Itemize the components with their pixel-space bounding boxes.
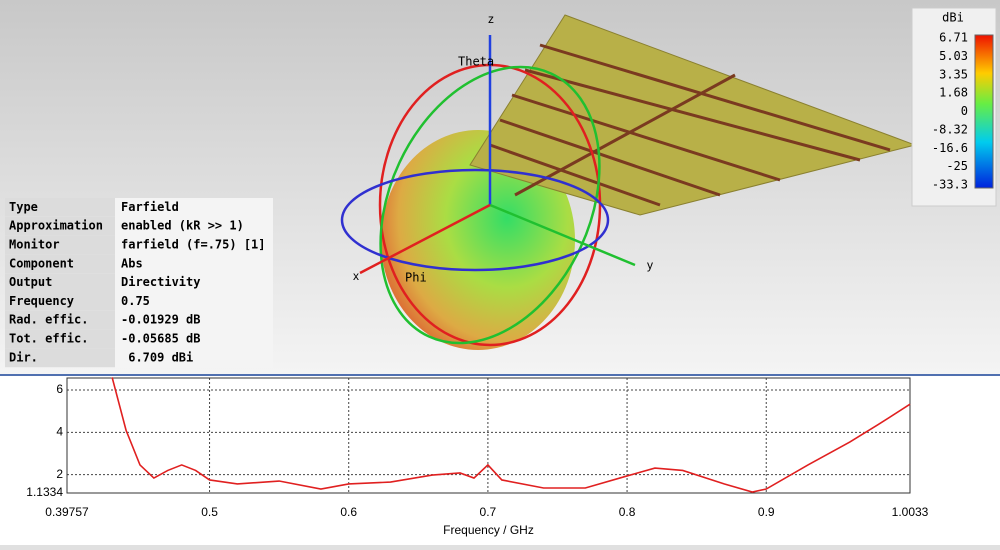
info-key-cell	[5, 310, 115, 330]
phi-label: Phi	[405, 271, 427, 285]
info-key-cell	[5, 292, 115, 311]
info-key-cell	[5, 254, 115, 274]
x-tick-label: 0.7	[480, 505, 497, 519]
plot-panel	[0, 374, 1000, 550]
info-key: Rad. effic.	[9, 313, 88, 327]
antenna-elements	[489, 43, 891, 207]
status-strip	[0, 545, 1000, 550]
x-tick-label: 1.0033	[892, 505, 929, 519]
info-key: Frequency	[9, 294, 74, 308]
info-key-cell	[5, 216, 115, 236]
info-key: Tot. effic.	[9, 332, 88, 346]
info-key: Component	[9, 256, 74, 270]
data-line	[111, 377, 911, 493]
x-tick-label: 0.9	[758, 505, 775, 519]
info-key: Output	[9, 275, 52, 289]
phi-circle	[379, 65, 601, 345]
info-value: farfield (f=.75) [1]	[121, 238, 266, 252]
legend-tick: -8.32	[932, 122, 968, 136]
y-tick-label: 6	[56, 382, 63, 396]
legend-tick: 0	[961, 104, 968, 118]
info-key: Dir.	[9, 350, 38, 364]
y-axis	[489, 203, 636, 267]
color-scale	[974, 34, 994, 189]
info-value: Directivity	[121, 275, 200, 289]
info-key-cell	[5, 273, 115, 292]
legend-tick: 6.71	[939, 31, 968, 45]
legend-tick: 3.35	[939, 67, 968, 81]
legend-tick: 5.03	[939, 49, 968, 63]
y-tick-label: 1.1334	[26, 485, 63, 499]
info-value: Abs	[121, 256, 143, 270]
y-tick-label: 2	[56, 467, 63, 481]
legend-tick: -25	[946, 159, 968, 173]
x-label: x	[353, 269, 359, 283]
x-tick-label: 0.8	[619, 505, 636, 519]
info-value: 6.709 dBi	[121, 350, 193, 364]
x-axis-title: Frequency / GHz	[443, 523, 534, 537]
z-label: z	[488, 12, 494, 26]
legend-tick: -16.6	[932, 141, 968, 155]
x-tick-label: 0.39757	[45, 505, 89, 519]
info-value: 0.75	[121, 294, 150, 308]
info-key-cell	[5, 348, 115, 368]
legend-unit: dBi	[942, 11, 964, 25]
x-axis	[359, 203, 491, 275]
info-key-cell	[5, 235, 115, 255]
legend-tick: -33.3	[932, 178, 968, 192]
theta-label: Theta	[458, 55, 494, 69]
plot-frame	[66, 377, 911, 494]
info-value: Farfield	[121, 200, 179, 214]
legend-tick: 1.68	[939, 86, 968, 100]
y-label: y	[647, 258, 653, 272]
info-key-cell	[5, 198, 115, 217]
info-key: Type	[9, 200, 38, 214]
horizon-circle	[340, 168, 610, 272]
x-tick-label: 0.5	[201, 505, 218, 519]
info-key: Monitor	[9, 238, 60, 252]
info-key-cell	[5, 329, 115, 349]
info-value: -0.01929 dB	[121, 313, 200, 327]
info-value: -0.05685 dB	[121, 332, 200, 346]
info-key: Approximation	[9, 219, 103, 233]
x-tick-label: 0.6	[340, 505, 357, 519]
info-value: enabled (kR >> 1)	[121, 219, 244, 233]
farfield-pattern	[381, 130, 575, 350]
y-tick-label: 4	[56, 425, 63, 439]
